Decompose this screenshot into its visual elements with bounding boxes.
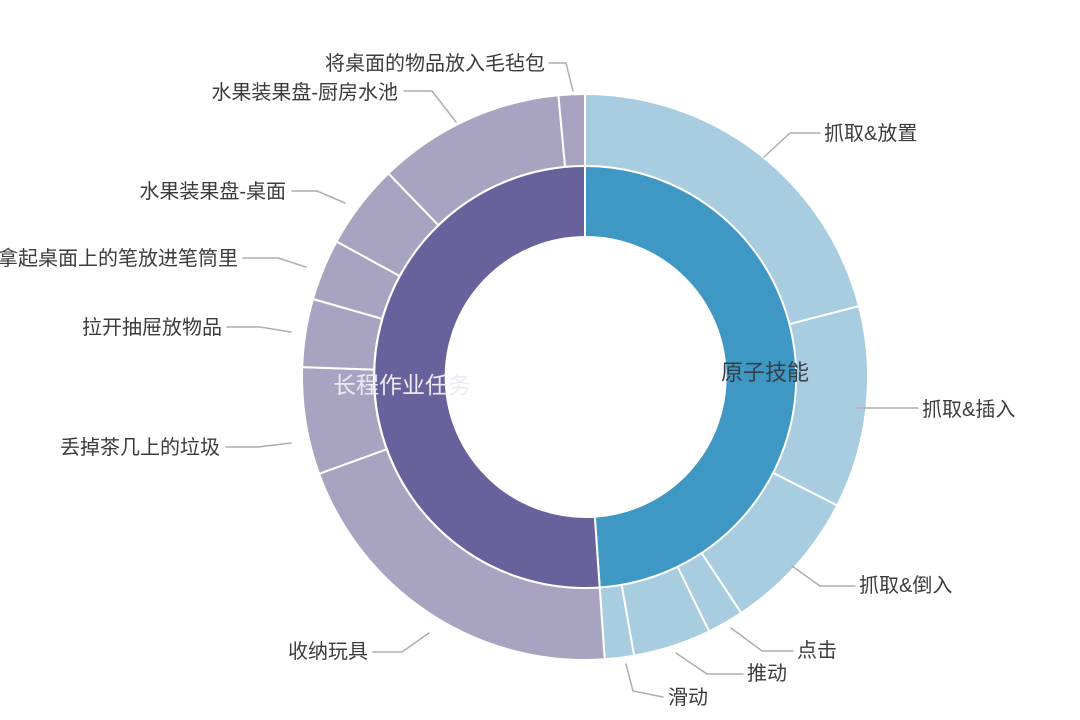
- label-put-pen-into-holder: 拿起桌面上的笔放进笔筒里: [0, 246, 238, 270]
- leader-fruit-plate-kitchen-sink: [403, 90, 457, 123]
- label-grab-and-insert: 抓取&插入: [922, 398, 1015, 421]
- ring-label-long-horizon-tasks: 长程作业任务: [333, 372, 471, 398]
- leader-open-drawer-put-items: [226, 326, 292, 333]
- label-throw-trash-coffee-table: 丢掉茶几上的垃圾: [60, 436, 220, 459]
- leader-store-toys: [372, 632, 430, 653]
- leader-push: [675, 652, 744, 675]
- label-grab-and-pour: 抓取&倒入: [859, 574, 952, 597]
- segment-long-horizon-tasks: [373, 165, 601, 589]
- label-put-desktop-items-felt-bag: 将桌面的物品放入毛毡包: [325, 52, 545, 75]
- label-click: 点击: [797, 639, 837, 662]
- label-push: 推动: [747, 662, 787, 685]
- leader-fruit-plate-desktop: [291, 190, 346, 204]
- leader-click: [730, 627, 794, 652]
- label-slide: 滑动: [668, 686, 708, 709]
- label-fruit-plate-kitchen-sink: 水果装果盘-厨房水池: [211, 81, 398, 104]
- leader-throw-trash-coffee-table: [225, 442, 292, 448]
- leader-grab-and-place: [763, 132, 821, 158]
- label-grab-and-place: 抓取&放置: [824, 122, 917, 145]
- leader-put-pen-into-holder: [242, 257, 307, 268]
- leader-grab-and-pour: [791, 565, 856, 587]
- leader-slide: [625, 663, 664, 698]
- segment-atomic-skills: [584, 165, 798, 589]
- label-store-toys: 收纳玩具: [288, 640, 368, 663]
- label-open-drawer-put-items: 拉开抽屉放物品: [82, 316, 222, 339]
- label-fruit-plate-desktop: 水果装果盘-桌面: [139, 180, 286, 203]
- ring-label-atomic-skills: 原子技能: [721, 360, 809, 385]
- leader-put-desktop-items-felt-bag: [548, 62, 574, 92]
